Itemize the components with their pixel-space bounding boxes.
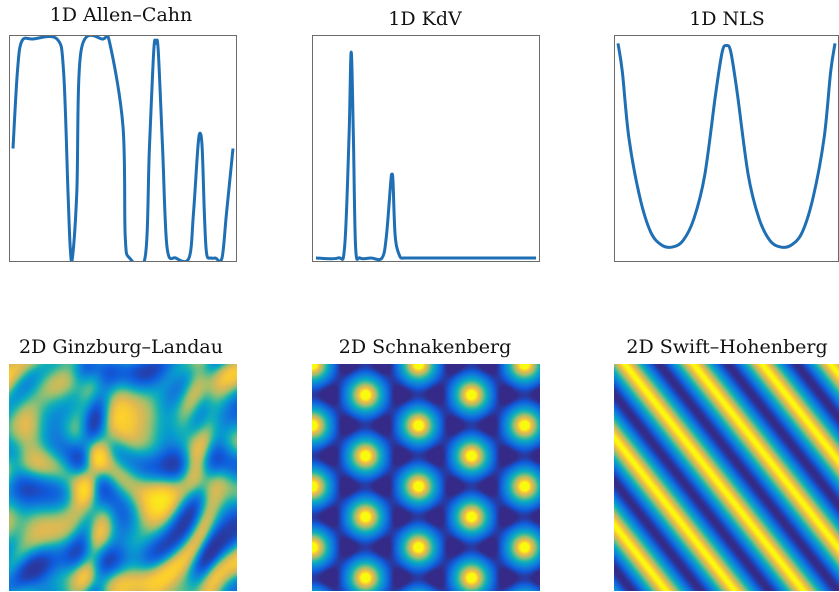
panel-ginzburg-landau — [9, 364, 237, 591]
panel-nls — [614, 35, 839, 262]
series-line — [616, 43, 837, 249]
series-line — [11, 36, 235, 261]
heatmap-schnakenberg — [312, 364, 540, 591]
heatmap-ginzburg-landau — [9, 364, 237, 591]
title-swift-hohenberg: 2D Swift–Hohenberg — [626, 336, 828, 358]
panel-allen-cahn — [9, 35, 237, 262]
panel-schnakenberg — [312, 364, 540, 591]
series-line — [315, 50, 536, 261]
title-ginzburg-landau: 2D Ginzburg–Landau — [19, 336, 223, 358]
plot-kdv — [315, 50, 536, 261]
plot-allen-cahn — [11, 36, 235, 261]
title-kdv: 1D KdV — [388, 8, 462, 30]
heatmap-swift-hohenberg — [614, 364, 839, 591]
title-allen-cahn: 1D Allen–Cahn — [49, 4, 193, 26]
panel-kdv — [312, 35, 540, 262]
plot-nls — [616, 43, 837, 249]
title-schnakenberg: 2D Schnakenberg — [338, 336, 512, 358]
panel-swift-hohenberg — [614, 364, 839, 591]
title-nls: 1D NLS — [689, 8, 765, 30]
